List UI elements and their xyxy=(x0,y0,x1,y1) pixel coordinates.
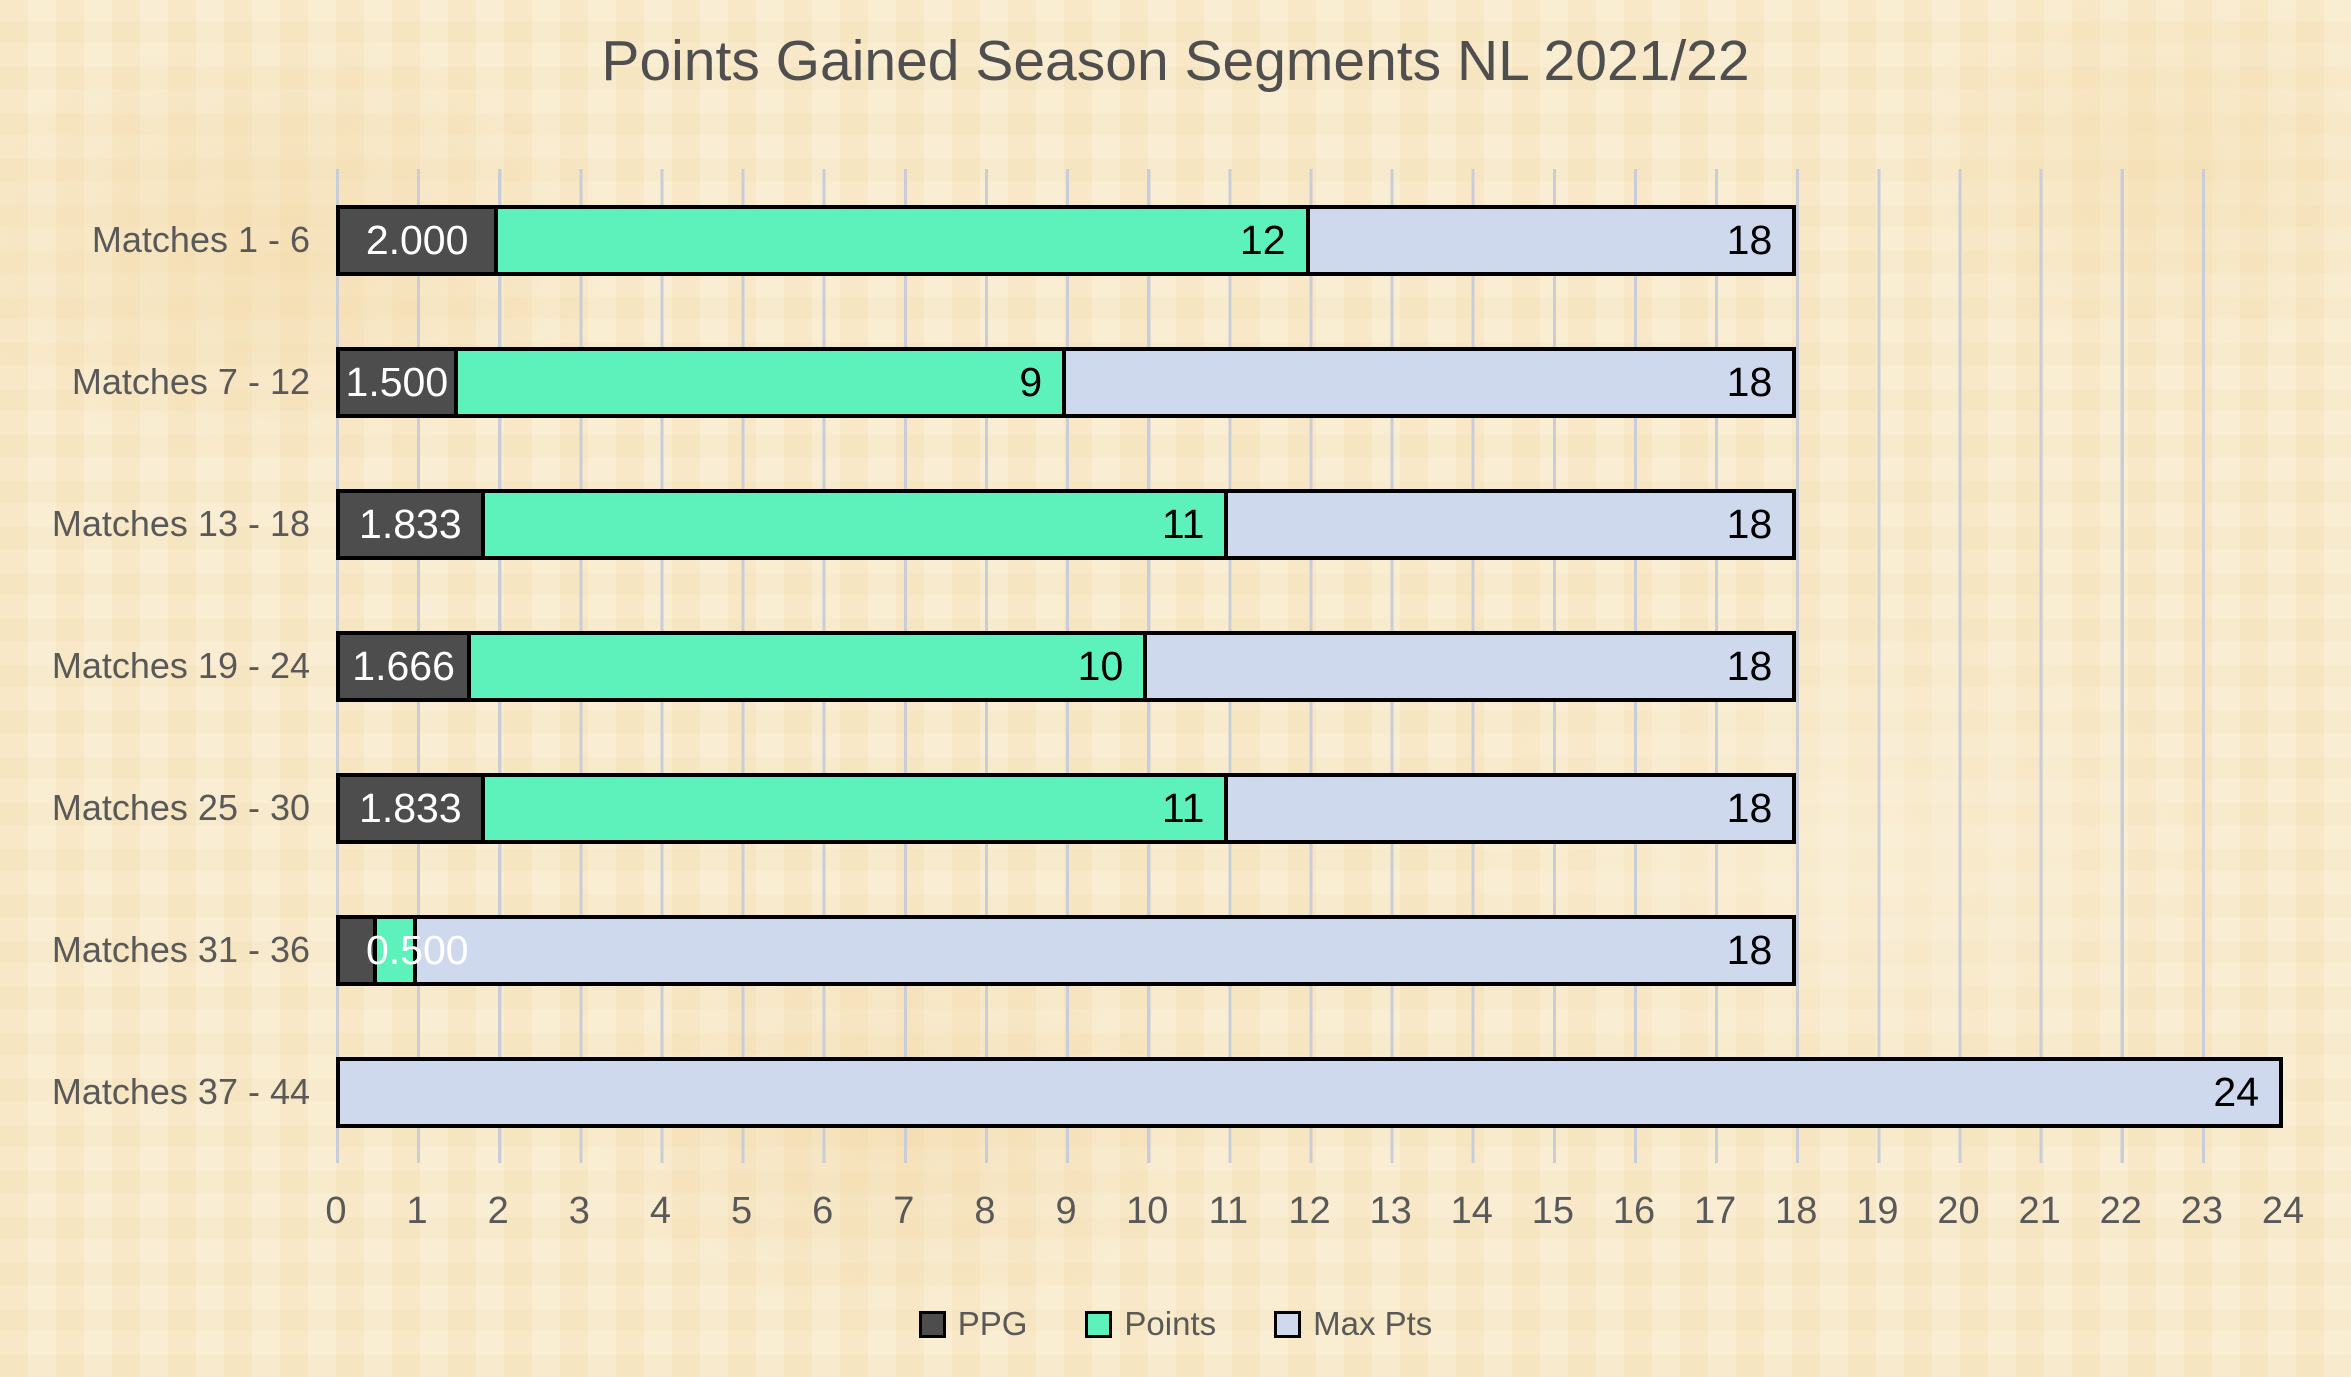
x-axis-tick-label: 23 xyxy=(2180,1190,2224,1232)
x-axis-tick-label: 17 xyxy=(1693,1190,1737,1232)
bar-row: 18 12 2.000 xyxy=(336,205,2283,276)
plot-area: 18 12 2.000 18 9 1.500 18 11 1.833 18 10… xyxy=(336,169,2283,1163)
x-axis-tick-label: 4 xyxy=(649,1190,672,1232)
x-axis-tick-label: 18 xyxy=(1775,1190,1818,1232)
x-axis-tick-label: 1 xyxy=(406,1190,428,1232)
max-pts-bar: 24 xyxy=(336,1057,2283,1128)
points-bar: 11 xyxy=(336,773,1229,844)
x-axis-tick-label: 9 xyxy=(1055,1190,1077,1232)
legend: PPG Points Max Pts xyxy=(0,1305,2351,1343)
x-axis-tick-label: 20 xyxy=(1937,1190,1980,1232)
x-axis-tick-label: 24 xyxy=(2261,1190,2305,1232)
ppg-value-label: 0.500 xyxy=(366,927,469,973)
legend-label: Max Pts xyxy=(1313,1305,1433,1342)
points-bar: 12 xyxy=(336,205,1310,276)
x-axis-tick-label: 5 xyxy=(731,1190,753,1232)
bar-row: 18 11 1.833 xyxy=(336,489,2283,560)
x-axis-tick-label: 6 xyxy=(812,1190,834,1232)
points-bar: 9 xyxy=(336,347,1067,418)
chart-title: Points Gained Season Segments NL 2021/22 xyxy=(601,29,1750,93)
bar-row: 24 xyxy=(336,1057,2283,1128)
max-pts-value-label: 18 xyxy=(1726,643,1773,689)
ppg-swatch-icon xyxy=(918,1310,946,1338)
legend-item-points: Points xyxy=(1085,1305,1216,1343)
category-label: Matches 19 - 24 xyxy=(51,645,310,686)
x-axis-tick-label: 15 xyxy=(1531,1190,1575,1232)
x-axis-tick-label: 19 xyxy=(1856,1190,1899,1232)
max-pts-value-label: 18 xyxy=(1726,217,1773,263)
ppg-value-label: 1.666 xyxy=(352,643,455,689)
legend-item-ppg: PPG xyxy=(918,1305,1028,1343)
legend-item-max-pts: Max Pts xyxy=(1274,1305,1432,1343)
points-value-label: 11 xyxy=(1161,501,1205,547)
x-axis-tick-label: 16 xyxy=(1612,1190,1656,1232)
max-pts-value-label: 24 xyxy=(2213,1069,2259,1115)
bar-row: 18 9 1.500 xyxy=(336,347,2283,418)
bar-row: 18 11 1.833 xyxy=(336,773,2283,844)
ppg-bar: 1.833 xyxy=(336,773,485,844)
category-label: Matches 37 - 44 xyxy=(51,1071,310,1112)
points-value-label: 11 xyxy=(1161,785,1205,831)
points-value-label: 9 xyxy=(1019,359,1043,405)
x-axis-tick-label: 8 xyxy=(974,1190,996,1232)
ppg-bar: 2.000 xyxy=(336,205,499,276)
ppg-bar: 0.500 xyxy=(336,915,469,986)
bar-row: 18 10 1.666 xyxy=(336,631,2283,702)
ppg-value-label: 1.833 xyxy=(359,501,462,547)
legend-label: Points xyxy=(1124,1305,1217,1342)
max-pts-swatch-icon xyxy=(1274,1310,1302,1338)
category-label: Matches 1 - 6 xyxy=(91,219,310,260)
x-axis-tick-label: 0 xyxy=(325,1190,347,1232)
x-axis-tick-label: 12 xyxy=(1288,1190,1331,1232)
ppg-value-label: 1.833 xyxy=(359,785,462,831)
ppg-value-label: 1.500 xyxy=(345,359,449,405)
max-pts-value-label: 18 xyxy=(1726,785,1773,831)
ppg-bar: 1.500 xyxy=(336,347,458,418)
x-axis-tick-label: 14 xyxy=(1450,1190,1493,1232)
bar-row: 18 0.500 xyxy=(336,915,2283,986)
points-value-label: 10 xyxy=(1077,643,1124,689)
points-swatch-icon xyxy=(1085,1310,1113,1338)
points-value-label: 12 xyxy=(1239,217,1286,263)
ppg-bar: 1.666 xyxy=(336,631,472,702)
x-axis-tick-label: 13 xyxy=(1369,1190,1412,1232)
max-pts-bar: 18 xyxy=(336,915,1797,986)
x-axis-tick-label: 10 xyxy=(1126,1190,1169,1232)
max-pts-value-label: 18 xyxy=(1726,927,1773,973)
x-axis-tick-label: 7 xyxy=(893,1190,915,1232)
points-bar: 10 xyxy=(336,631,1148,702)
category-label: Matches 7 - 12 xyxy=(71,361,310,402)
legend-label: PPG xyxy=(957,1305,1028,1342)
max-pts-value-label: 18 xyxy=(1726,501,1773,547)
ppg-value-label: 2.000 xyxy=(365,217,469,263)
y-axis-labels: Matches 1 - 6 Matches 7 - 12 Matches 13 … xyxy=(0,169,310,1163)
x-axis-tick-label: 3 xyxy=(568,1190,590,1232)
category-label: Matches 25 - 30 xyxy=(51,787,310,828)
points-bar: 11 xyxy=(336,489,1229,560)
category-label: Matches 13 - 18 xyxy=(51,503,310,544)
max-pts-value-label: 18 xyxy=(1726,359,1773,405)
category-label: Matches 31 - 36 xyxy=(51,929,310,970)
ppg-bar: 1.833 xyxy=(336,489,485,560)
x-axis-tick-label: 11 xyxy=(1208,1190,1249,1232)
x-axis-tick-label: 21 xyxy=(2018,1190,2061,1232)
x-axis-tick-label: 22 xyxy=(2099,1190,2142,1232)
x-axis-tick-label: 2 xyxy=(487,1190,509,1232)
x-axis: 0 1 2 3 4 5 6 7 8 9 10 11 12 13 14 15 16 17 18 19 20 21 22 23 24 xyxy=(325,1190,2304,1244)
